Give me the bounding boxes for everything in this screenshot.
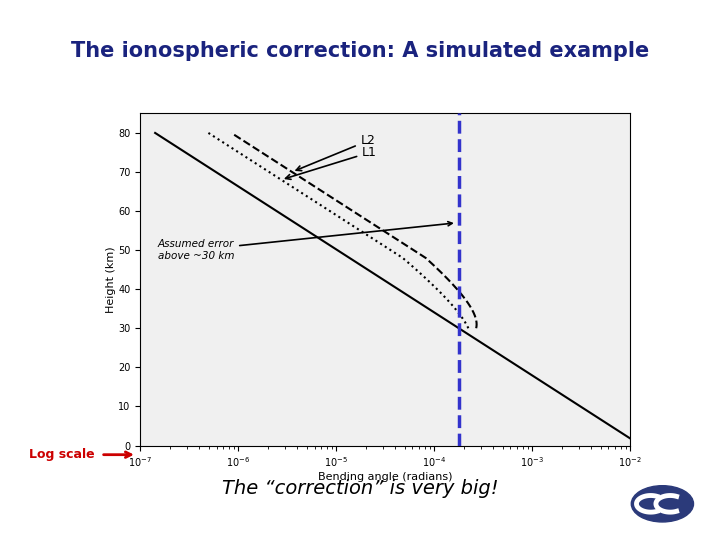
Text: The “correction” is very big!: The “correction” is very big! [222, 479, 498, 498]
Text: L2: L2 [296, 134, 376, 171]
X-axis label: Bending angle (radians): Bending angle (radians) [318, 472, 452, 482]
Text: L1: L1 [286, 146, 377, 179]
Text: The ionospheric correction: A simulated example: The ionospheric correction: A simulated … [71, 41, 649, 62]
Text: Assumed error
above ~30 km: Assumed error above ~30 km [158, 221, 452, 261]
Y-axis label: Height (km): Height (km) [106, 246, 115, 313]
Text: Log scale: Log scale [29, 448, 94, 461]
Circle shape [631, 485, 693, 522]
